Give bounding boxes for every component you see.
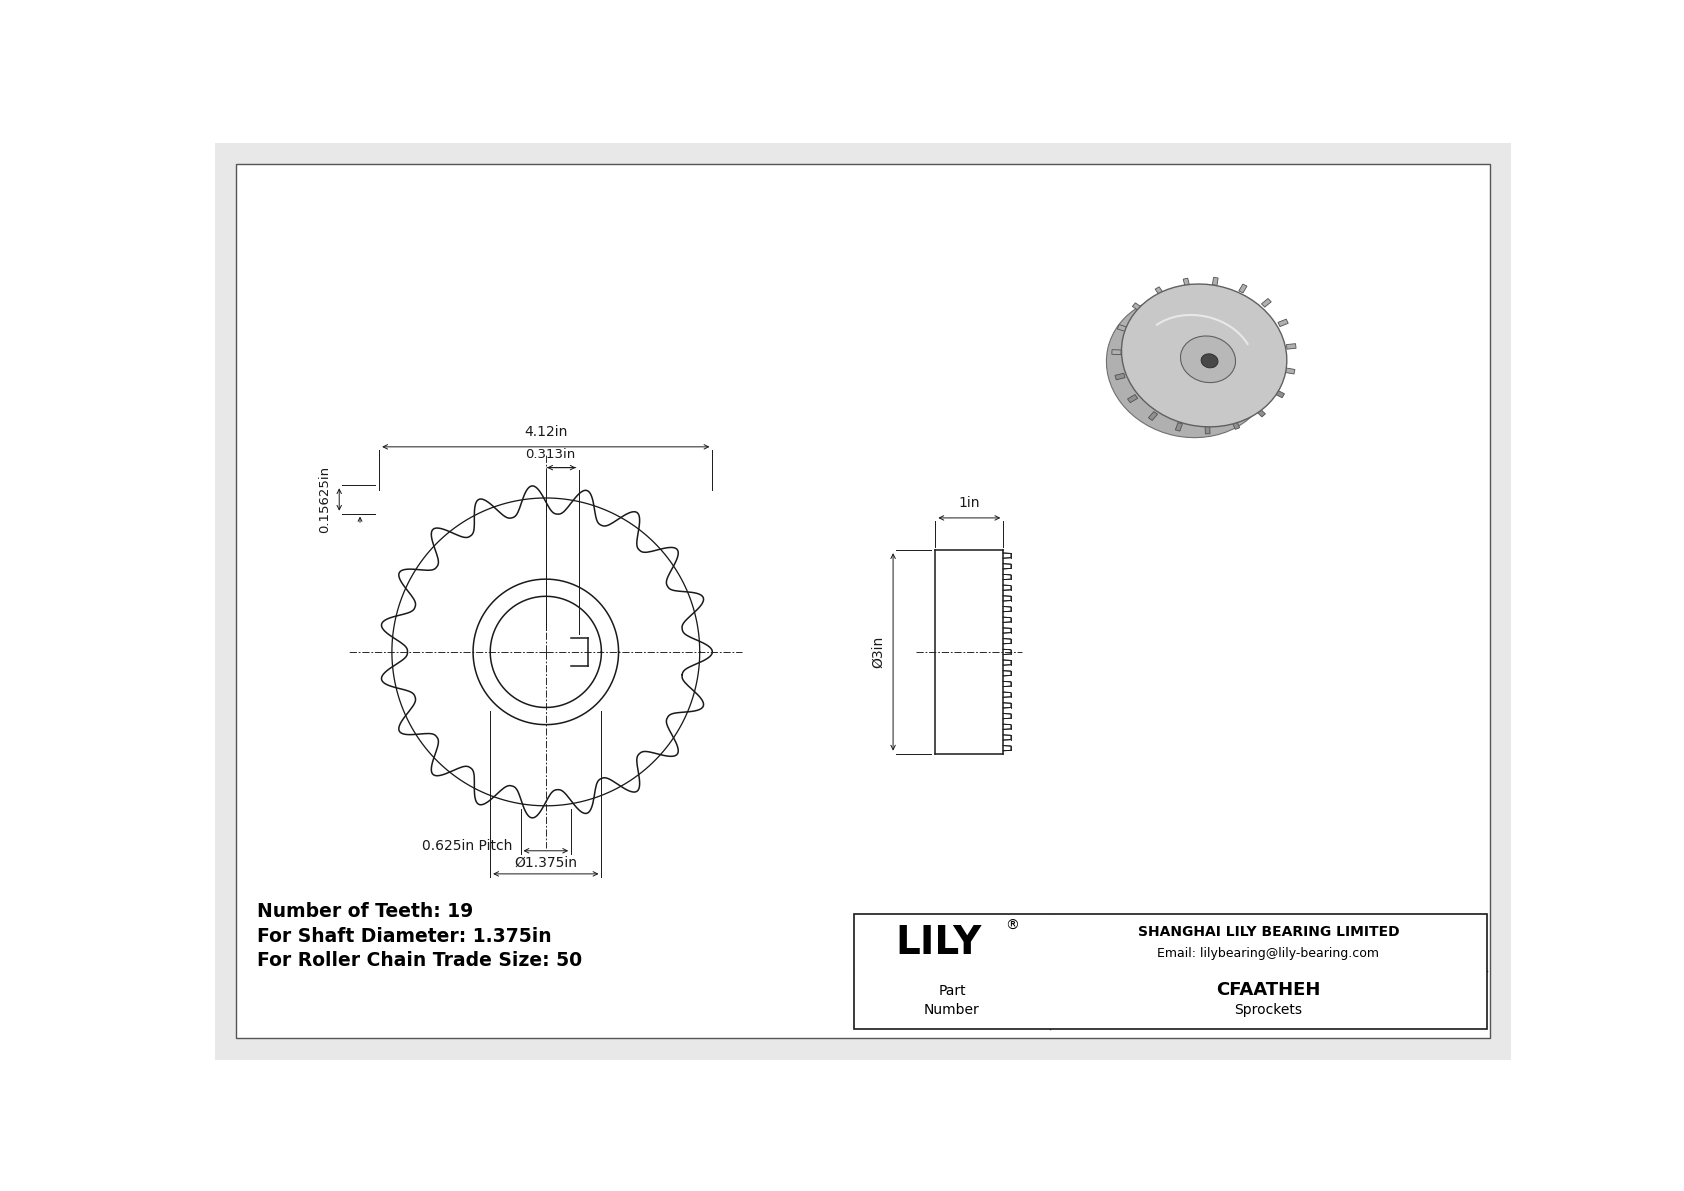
- Text: CFAATHEH: CFAATHEH: [1216, 981, 1320, 999]
- Polygon shape: [1278, 319, 1288, 326]
- Polygon shape: [1155, 287, 1164, 295]
- Polygon shape: [1175, 423, 1182, 431]
- Text: 0.15625in: 0.15625in: [318, 466, 332, 534]
- Polygon shape: [1118, 325, 1128, 331]
- Polygon shape: [1148, 412, 1157, 420]
- Text: For Shaft Diameter: 1.375in: For Shaft Diameter: 1.375in: [258, 927, 552, 946]
- Text: SHANGHAI LILY BEARING LIMITED: SHANGHAI LILY BEARING LIMITED: [1138, 924, 1399, 939]
- Polygon shape: [1261, 299, 1271, 307]
- Polygon shape: [1287, 344, 1297, 349]
- Polygon shape: [1115, 373, 1125, 380]
- Polygon shape: [1206, 426, 1211, 434]
- Bar: [854, 913, 1487, 1029]
- Ellipse shape: [1106, 295, 1271, 437]
- Polygon shape: [1184, 279, 1189, 287]
- Polygon shape: [1128, 394, 1138, 403]
- Text: Email: lilybearing@lily-bearing.com: Email: lilybearing@lily-bearing.com: [1157, 947, 1379, 960]
- Ellipse shape: [1122, 283, 1287, 426]
- Polygon shape: [1275, 389, 1285, 398]
- Ellipse shape: [1201, 354, 1218, 368]
- Text: Number of Teeth: 19: Number of Teeth: 19: [258, 902, 473, 921]
- Polygon shape: [1132, 303, 1142, 311]
- Text: 4.12in: 4.12in: [524, 425, 568, 439]
- Text: 1in: 1in: [958, 497, 980, 510]
- Text: 0.313in: 0.313in: [525, 448, 576, 461]
- Text: Sprockets: Sprockets: [1234, 1003, 1302, 1017]
- Ellipse shape: [1180, 336, 1236, 382]
- Text: ®: ®: [1005, 918, 1019, 933]
- Text: LILY: LILY: [894, 923, 982, 961]
- Text: For Roller Chain Trade Size: 50: For Roller Chain Trade Size: 50: [258, 952, 583, 971]
- Polygon shape: [1256, 409, 1265, 417]
- Polygon shape: [1111, 350, 1122, 355]
- Text: Ø1.375in: Ø1.375in: [514, 855, 578, 869]
- Polygon shape: [1285, 368, 1295, 374]
- Text: Ø3in: Ø3in: [871, 636, 886, 668]
- Polygon shape: [1212, 278, 1218, 286]
- Polygon shape: [1233, 420, 1239, 430]
- Text: 0.625in Pitch: 0.625in Pitch: [423, 840, 514, 853]
- Polygon shape: [1239, 285, 1248, 293]
- Text: Part
Number: Part Number: [925, 984, 980, 1016]
